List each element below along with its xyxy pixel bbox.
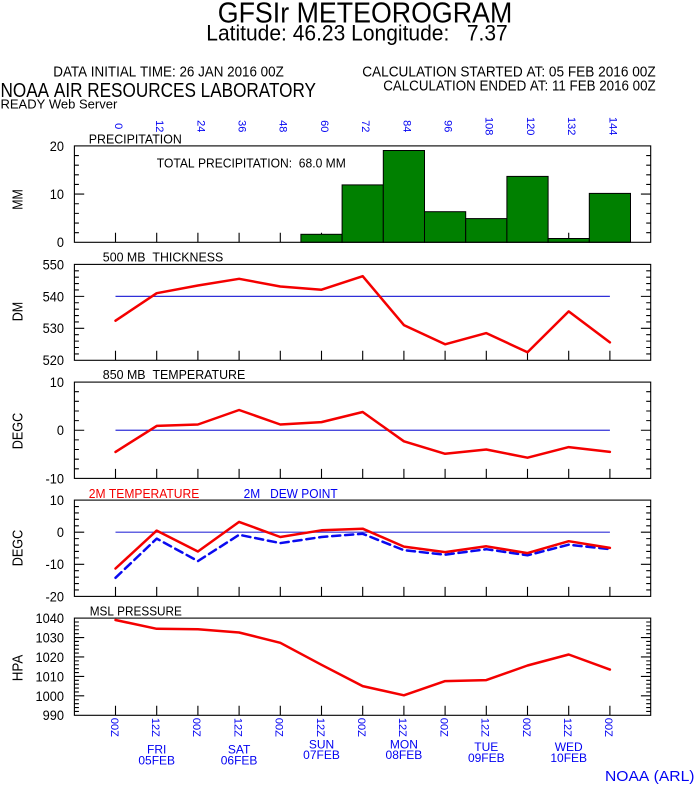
svg-text:1000: 1000 xyxy=(36,688,65,704)
svg-text:1040: 1040 xyxy=(36,610,65,626)
svg-text:06FEB: 06FEB xyxy=(221,753,258,767)
svg-text:CALCULATION STARTED AT: 05 FEB: CALCULATION STARTED AT: 05 FEB 2016 00Z xyxy=(362,65,656,81)
svg-text:144: 144 xyxy=(606,117,618,135)
svg-text:10FEB: 10FEB xyxy=(550,751,587,765)
svg-text:PRECIPITATION: PRECIPITATION xyxy=(89,132,182,147)
svg-text:120: 120 xyxy=(524,117,536,135)
svg-text:10: 10 xyxy=(50,374,64,390)
svg-text:2M DEW POINT: 2M DEW POINT xyxy=(244,486,338,501)
svg-text:36: 36 xyxy=(236,120,248,132)
svg-text:00Z: 00Z xyxy=(273,718,285,737)
svg-text:96: 96 xyxy=(442,120,454,132)
svg-text:00Z: 00Z xyxy=(355,718,367,737)
svg-text:HPA: HPA xyxy=(11,654,27,681)
svg-text:MM: MM xyxy=(11,189,27,210)
svg-text:SAT: SAT xyxy=(228,743,251,757)
svg-text:DEGC: DEGC xyxy=(11,413,27,450)
svg-text:-20: -20 xyxy=(46,588,65,604)
svg-text:24: 24 xyxy=(194,120,206,132)
svg-text:1030: 1030 xyxy=(36,629,65,645)
svg-text:-10: -10 xyxy=(46,556,65,572)
svg-text:DEGC: DEGC xyxy=(11,530,27,567)
svg-text:0: 0 xyxy=(57,524,64,540)
svg-text:520: 520 xyxy=(43,352,65,368)
svg-text:GFSIr METEOROGRAM: GFSIr METEOROGRAM xyxy=(218,0,513,29)
svg-text:00Z: 00Z xyxy=(108,718,120,737)
svg-text:FRI: FRI xyxy=(147,743,166,757)
svg-text:990: 990 xyxy=(43,707,65,723)
svg-text:132: 132 xyxy=(565,117,577,135)
svg-text:WED: WED xyxy=(555,740,583,754)
svg-text:08FEB: 08FEB xyxy=(386,748,423,762)
svg-text:12Z: 12Z xyxy=(396,718,408,737)
svg-text:READY Web Server: READY Web Server xyxy=(1,97,118,112)
svg-text:DATA INITIAL TIME: 26 JAN 2016: DATA INITIAL TIME: 26 JAN 2016 00Z xyxy=(53,65,284,81)
svg-text:550: 550 xyxy=(43,256,65,272)
svg-text:SUN: SUN xyxy=(309,737,334,751)
svg-text:850 MB TEMPERATURE: 850 MB TEMPERATURE xyxy=(103,367,246,382)
svg-text:72: 72 xyxy=(359,120,371,132)
svg-text:10: 10 xyxy=(50,492,64,508)
svg-text:09FEB: 09FEB xyxy=(468,751,505,765)
svg-text:NOAA AIR RESOURCES LABORATORY: NOAA AIR RESOURCES LABORATORY xyxy=(1,79,317,102)
svg-text:108: 108 xyxy=(483,117,495,135)
svg-text:12Z: 12Z xyxy=(479,718,491,737)
svg-text:540: 540 xyxy=(43,288,65,304)
svg-text:CALCULATION ENDED AT: 11 FEB 2: CALCULATION ENDED AT: 11 FEB 2016 00Z xyxy=(383,78,656,94)
svg-text:12Z: 12Z xyxy=(149,718,161,737)
svg-text:TUE: TUE xyxy=(474,740,498,754)
svg-text:0: 0 xyxy=(57,422,64,438)
svg-text:00Z: 00Z xyxy=(190,718,202,737)
svg-text:60: 60 xyxy=(318,120,330,132)
svg-text:-10: -10 xyxy=(46,470,65,486)
svg-text:00Z: 00Z xyxy=(602,718,614,737)
svg-text:MON: MON xyxy=(390,737,418,751)
svg-text:05FEB: 05FEB xyxy=(138,753,175,767)
svg-text:07FEB: 07FEB xyxy=(303,748,340,762)
svg-text:48: 48 xyxy=(277,120,289,132)
svg-text:TOTAL PRECIPITATION: 68.0 MM: TOTAL PRECIPITATION: 68.0 MM xyxy=(157,156,346,171)
svg-text:1010: 1010 xyxy=(36,668,65,684)
svg-text:1020: 1020 xyxy=(36,649,65,665)
svg-text:0: 0 xyxy=(112,123,124,129)
svg-text:10: 10 xyxy=(50,186,64,202)
svg-text:12: 12 xyxy=(153,120,165,132)
svg-text:500 MB THICKNESS: 500 MB THICKNESS xyxy=(103,250,224,265)
svg-text:12Z: 12Z xyxy=(561,718,573,737)
svg-text:00Z: 00Z xyxy=(437,718,449,737)
svg-text:12Z: 12Z xyxy=(231,718,243,737)
svg-text:12Z: 12Z xyxy=(314,718,326,737)
svg-text:530: 530 xyxy=(43,320,65,336)
svg-text:NOAA (ARL): NOAA (ARL) xyxy=(605,768,695,785)
svg-text:2M TEMPERATURE: 2M TEMPERATURE xyxy=(89,486,200,501)
svg-text:0: 0 xyxy=(57,234,64,250)
svg-text:20: 20 xyxy=(50,138,64,154)
svg-text:00Z: 00Z xyxy=(520,718,532,737)
svg-text:DM: DM xyxy=(11,302,27,322)
svg-text:Latitude: 46.23 Longitude: 7: Latitude: 46.23 Longitude: 7.37 xyxy=(206,21,508,46)
svg-text:MSL PRESSURE: MSL PRESSURE xyxy=(90,604,182,619)
svg-text:84: 84 xyxy=(400,120,412,132)
